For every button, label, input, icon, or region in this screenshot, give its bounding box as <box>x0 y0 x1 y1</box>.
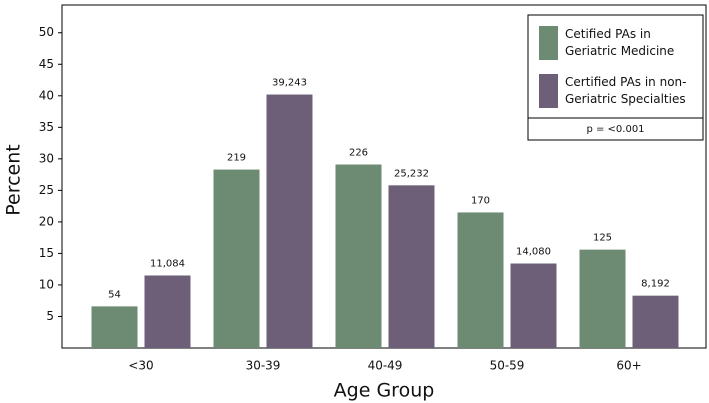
annotation: p = <0.001 <box>586 124 644 135</box>
bar-count-label: 14,080 <box>516 247 551 258</box>
bar-count-label: 125 <box>593 233 612 244</box>
bar <box>91 306 138 348</box>
y-tick-label: 35 <box>39 120 54 134</box>
y-axis-title: Percent <box>3 144 25 216</box>
legend-swatch <box>539 26 558 60</box>
bar <box>457 212 504 348</box>
bar <box>335 164 382 348</box>
legend-label-box: Certified PAs in non-Geriatric Specialti… <box>565 75 687 106</box>
bar <box>213 169 260 348</box>
x-tick-label: 30-39 <box>246 359 281 373</box>
y-tick-label: 15 <box>39 246 54 260</box>
legend: Cetified PAs in Geriatric Medicine Certif… <box>527 14 704 141</box>
x-axis-title: Age Group <box>334 380 435 402</box>
bar-count-label: 8,192 <box>641 279 670 290</box>
legend-label: Certified PAs in non-Geriatric Specialti… <box>565 75 687 106</box>
bar <box>510 263 557 348</box>
y-tick-label: 20 <box>39 214 54 228</box>
bar <box>632 295 679 348</box>
y-tick-label: 5 <box>46 309 54 323</box>
x-tick-label: 50-59 <box>490 359 525 373</box>
x-tick-label: 40-49 <box>368 359 403 373</box>
bar-count-label: 39,243 <box>272 78 307 89</box>
bar-count-label: 219 <box>227 153 246 164</box>
bar-count-label: 25,232 <box>394 168 429 179</box>
bar <box>579 249 626 348</box>
y-tick-label: 30 <box>39 151 54 165</box>
x-tick-label: 60+ <box>616 359 641 373</box>
bar <box>388 185 435 348</box>
y-tick-label: 50 <box>39 25 54 39</box>
bar-count-label: 11,084 <box>150 258 185 269</box>
y-tick-label: 45 <box>39 57 54 71</box>
bar-count-label: 170 <box>471 195 490 206</box>
legend-label: Cetified PAs in Geriatric Medicine <box>565 27 675 58</box>
bar-count-label: 54 <box>108 289 121 300</box>
y-tick-label: 10 <box>39 277 54 291</box>
bar <box>144 275 191 348</box>
legend-label-box: Cetified PAs in Geriatric Medicine <box>565 27 675 58</box>
bar-count-label: 226 <box>349 148 368 159</box>
legend-swatch <box>539 74 558 108</box>
x-tick-label: <30 <box>128 359 153 373</box>
bar <box>266 94 313 349</box>
plot-frame <box>61 4 707 349</box>
y-tick-label: 25 <box>39 183 54 197</box>
y-tick-label: 40 <box>39 88 54 102</box>
